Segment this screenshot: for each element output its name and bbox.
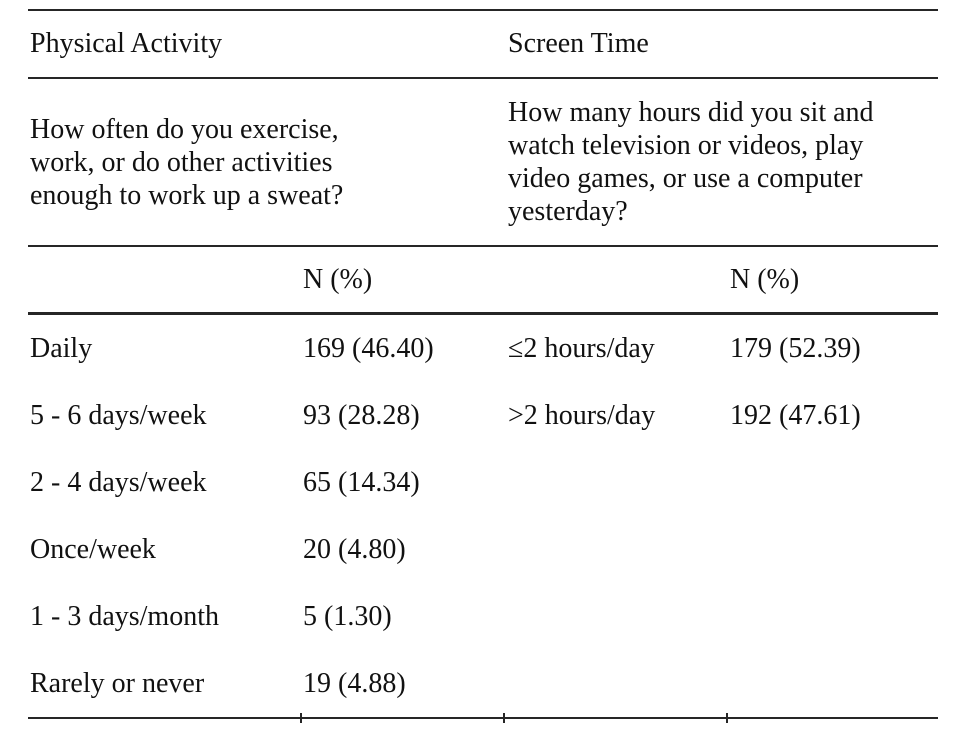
- pa-row-value: 65 (14.34): [303, 466, 420, 498]
- pa-row-label: 5 - 6 days/week: [30, 399, 207, 431]
- st-row-value: 179 (52.39): [730, 332, 861, 364]
- col-header-n-pct-physical: N (%): [303, 263, 373, 295]
- bottom-border-tick: [503, 713, 505, 723]
- st-row-label: ≤2 hours/day: [508, 332, 655, 364]
- pa-row-value: 169 (46.40): [303, 332, 434, 364]
- table-row: 2 - 4 days/week 65 (14.34): [28, 449, 938, 516]
- pa-row-value: 5 (1.30): [303, 600, 392, 632]
- pa-row-value: 93 (28.28): [303, 399, 420, 431]
- table-row: 5 - 6 days/week 93 (28.28) >2 hours/day …: [28, 382, 938, 449]
- st-row-label: >2 hours/day: [508, 399, 656, 431]
- section-title-screen-time: Screen Time: [508, 28, 649, 59]
- pa-row-label: 1 - 3 days/month: [30, 600, 219, 632]
- bottom-border-tick: [726, 713, 728, 723]
- table-row: Once/week 20 (4.80): [28, 516, 938, 583]
- activity-screentime-table: Physical Activity Screen Time How often …: [28, 9, 938, 723]
- table-row: 1 - 3 days/month 5 (1.30): [28, 583, 938, 650]
- col-header-n-pct-screen: N (%): [730, 263, 800, 295]
- pa-row-label: Rarely or never: [30, 667, 205, 699]
- bottom-border-tick: [300, 713, 302, 723]
- pa-row-label: 2 - 4 days/week: [30, 466, 207, 498]
- question-physical-activity: How often do you exercise, work, or do o…: [30, 113, 344, 211]
- section-title-physical-activity: Physical Activity: [30, 28, 223, 59]
- question-screen-time: How many hours did you sit and watch tel…: [508, 97, 874, 227]
- pa-row-label: Daily: [30, 332, 93, 364]
- pa-row-label: Once/week: [30, 533, 156, 565]
- table-row: Rarely or never 19 (4.88): [28, 650, 938, 717]
- pa-row-value: 19 (4.88): [303, 667, 406, 699]
- st-row-value: 192 (47.61): [730, 399, 861, 431]
- section-titles-row: Physical Activity Screen Time: [28, 11, 938, 79]
- pa-row-value: 20 (4.80): [303, 533, 406, 565]
- table-row: Daily 169 (46.40) ≤2 hours/day 179 (52.3…: [28, 315, 938, 382]
- questions-row: How often do you exercise, work, or do o…: [28, 79, 938, 247]
- column-headers-row: N (%) N (%): [28, 247, 938, 315]
